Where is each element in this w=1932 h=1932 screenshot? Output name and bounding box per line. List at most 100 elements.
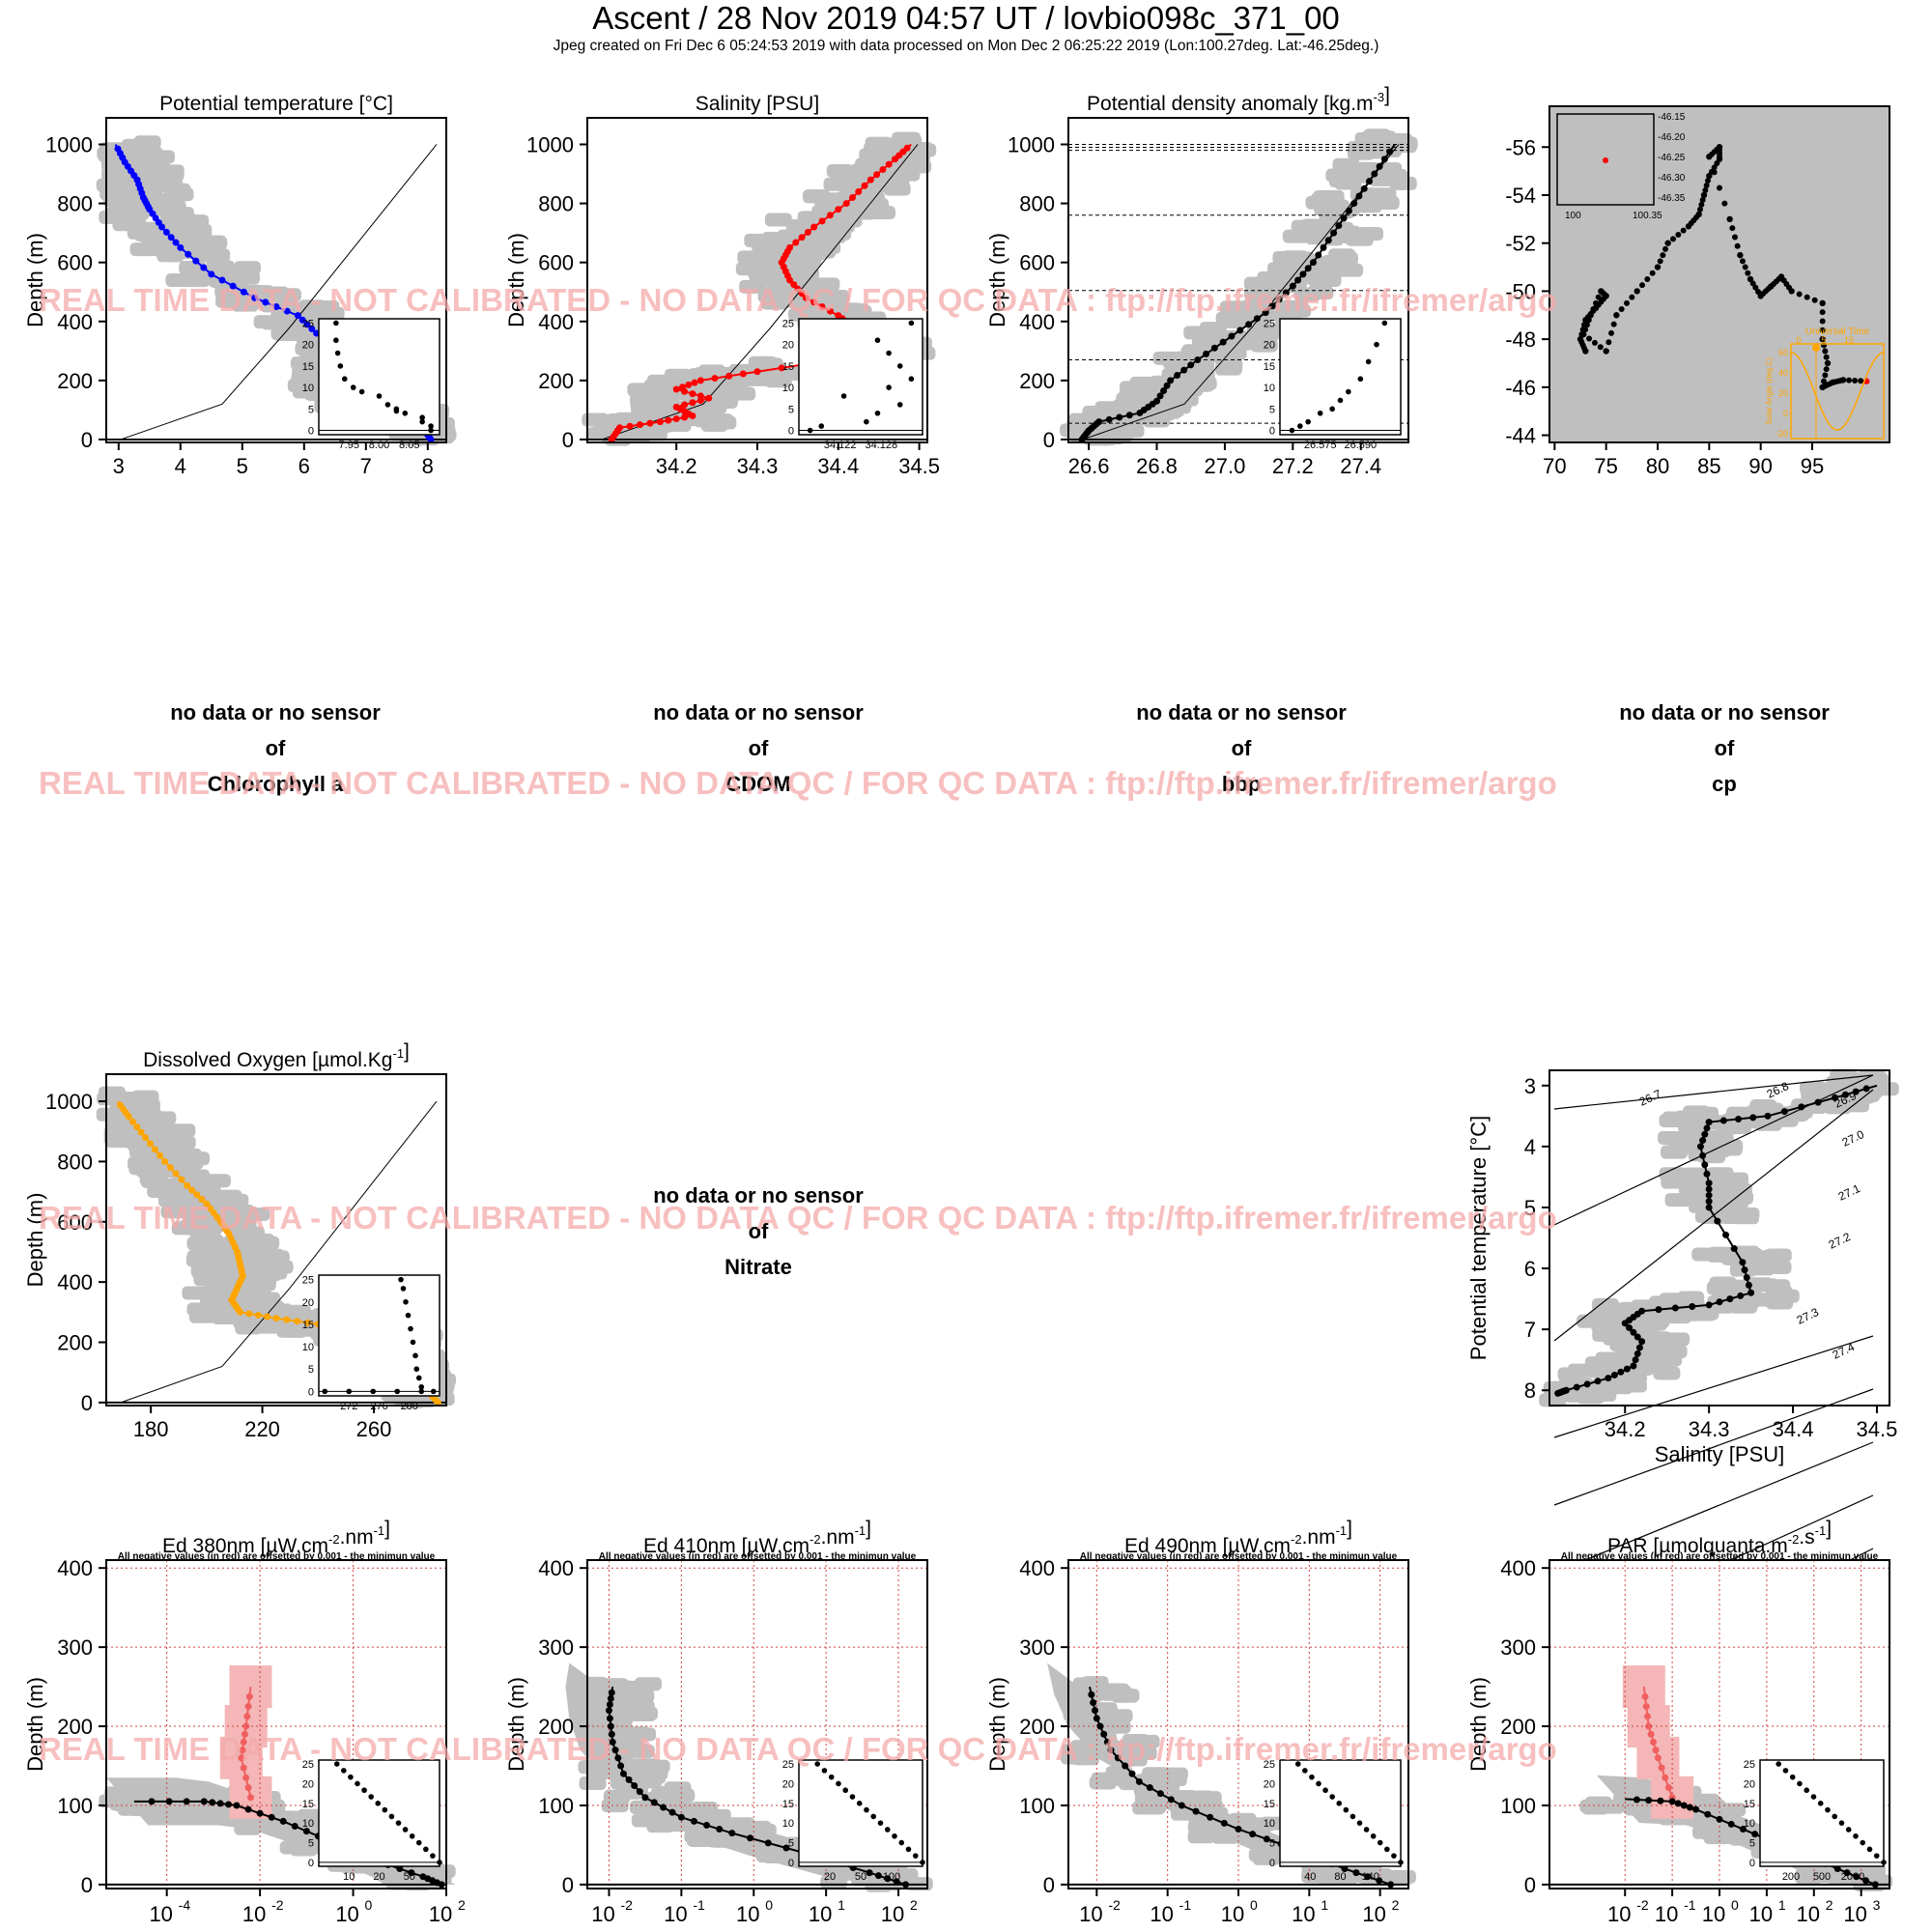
temperature-inset-point	[376, 393, 383, 399]
ed410-inset-point	[821, 1768, 828, 1774]
temperature-inset-ytick: 25	[302, 318, 314, 329]
density-ytick-label: 200	[1019, 369, 1055, 393]
cloud-blob	[133, 135, 161, 150]
ed410-inset-ytick: 0	[788, 1858, 794, 1869]
no-data-line1: no data or no sensor	[653, 1183, 864, 1208]
cloud-blob	[1614, 1336, 1642, 1350]
cloud-blob	[1389, 139, 1417, 154]
ed490-profile-point	[1107, 1747, 1115, 1754]
ed380-profile-point	[225, 1801, 233, 1808]
oxygen-xtick-label: 220	[244, 1417, 280, 1441]
density-profile-point	[1167, 377, 1175, 384]
ts-profile-point	[1747, 1289, 1755, 1296]
temperature-inset-point	[419, 418, 425, 425]
temperature-inset-point	[393, 406, 400, 412]
cloud-blob	[1314, 273, 1342, 288]
density-profile-point	[1275, 296, 1283, 303]
density-inset-ytick: 15	[1264, 361, 1275, 373]
ed410-inset-point	[814, 1761, 820, 1767]
salinity-inset-point	[874, 337, 881, 344]
map-inset-ytick: -46.15	[1658, 112, 1686, 123]
map-track-point	[1749, 280, 1756, 287]
salinity-profile-point	[903, 144, 911, 152]
map-track-point	[1639, 282, 1645, 289]
map-track-point	[1608, 329, 1614, 336]
ed380-negative-profile-point	[245, 1692, 253, 1700]
ed490-profile-point	[1364, 1873, 1372, 1881]
map-ytick-label: -50	[1505, 279, 1536, 303]
figure-subtitle: Jpeg created on Fri Dec 6 05:24:53 2019 …	[553, 38, 1379, 54]
ed380-inset-point	[348, 1774, 354, 1780]
no-data-of: of	[749, 736, 769, 760]
cloud-blob	[1291, 219, 1319, 234]
density-profile-point	[1371, 170, 1378, 178]
cloud-blob	[261, 316, 289, 330]
cloud-blob	[1388, 1869, 1416, 1884]
density-inset-xtick: 26.590	[1345, 440, 1378, 451]
density-inset-point	[1374, 341, 1379, 348]
map-track-point	[1680, 227, 1687, 234]
oxygen-inset-point	[346, 1388, 353, 1395]
salinity-profile-point	[685, 381, 693, 388]
temperature-ytick-label: 0	[81, 428, 93, 452]
cloud-blob	[689, 382, 717, 396]
salinity-profile-point	[802, 294, 810, 301]
cloud-blob	[904, 159, 932, 174]
ts-profile-point	[1703, 1124, 1711, 1132]
cloud-blob	[1118, 1741, 1146, 1755]
density-profile-point	[1187, 361, 1195, 369]
ed410-inset-point	[884, 1827, 891, 1833]
map-track-point	[1824, 359, 1832, 367]
ed410-xtick-label: 10	[881, 1902, 904, 1926]
ed380-inset-xtick: 10	[343, 1871, 355, 1883]
salinity-inset-point	[874, 410, 881, 416]
ed380-inset-point	[388, 1813, 395, 1820]
cloud-blob	[179, 271, 207, 286]
ed410-profile-point	[625, 1776, 633, 1783]
map-track-point	[1804, 294, 1810, 300]
ts-profile-point	[1705, 1179, 1713, 1187]
temperature-inset-point	[333, 337, 339, 344]
map-ytick-label: -48	[1505, 327, 1536, 352]
map-track-point	[1624, 299, 1630, 306]
cloud-blob	[1677, 1291, 1705, 1305]
oxygen-inset-point	[413, 1366, 420, 1373]
density-profile-point	[1340, 214, 1348, 222]
map-track-point	[1796, 291, 1803, 298]
figure-title: Ascent / 28 Nov 2019 04:57 UT / lovbio09…	[592, 0, 1340, 36]
density-xtick-label: 27.4	[1340, 454, 1381, 478]
density-ytick-label: 600	[1019, 251, 1055, 275]
density-profile-point	[1335, 221, 1343, 229]
ed490-inset-frame	[1279, 1759, 1402, 1867]
map-track-point	[1649, 270, 1656, 276]
map-ytick-label: -56	[1505, 135, 1536, 159]
watermark: REAL TIME DATA - NOT CALIBRATED - NO DAT…	[39, 1200, 1557, 1236]
density-ytick-label: 1000	[1008, 132, 1055, 156]
ts-profile-point	[1630, 1362, 1637, 1370]
no-data-sensor-name: CDOM	[725, 772, 790, 796]
par-profile-point	[1645, 1797, 1653, 1804]
ed410-inset-point	[905, 1846, 912, 1853]
salinity-profile-point	[678, 384, 686, 391]
temperature-xtick-label: 6	[298, 454, 310, 478]
temperature-profile-point	[272, 302, 280, 310]
ed490-inset-point	[1377, 1839, 1383, 1846]
cloud-blob	[746, 262, 774, 276]
par-negative-profile-point	[1664, 1784, 1672, 1792]
cloud-blob	[867, 146, 895, 160]
cloud-blob	[1667, 1137, 1695, 1151]
salinity-profile-point	[810, 223, 818, 231]
oxygen-ytick-label: 800	[57, 1150, 93, 1174]
par-ytick-label: 0	[1524, 1873, 1536, 1897]
cloud-blob	[1165, 396, 1193, 411]
cloud-blob	[248, 1277, 276, 1292]
density-inset-point	[1365, 358, 1372, 365]
cloud-blob	[135, 1163, 163, 1178]
salinity-profile-point	[810, 298, 818, 306]
density-profile-point	[1366, 178, 1374, 185]
par-xtick-exp: 1	[1778, 1897, 1786, 1913]
cloud-blob	[824, 226, 852, 241]
map-xtick-label: 70	[1543, 454, 1566, 478]
salinity-xtick-label: 34.2	[656, 454, 697, 478]
salinity-inset-point	[908, 320, 915, 327]
